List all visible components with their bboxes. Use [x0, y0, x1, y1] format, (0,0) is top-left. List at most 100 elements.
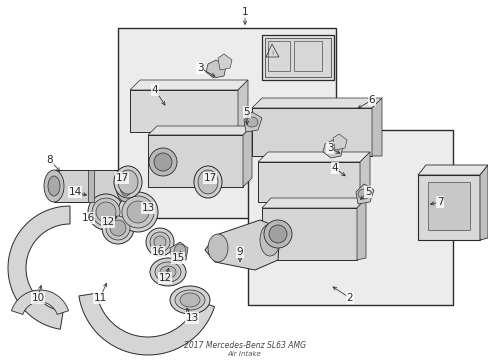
Bar — [251, 108, 371, 156]
Bar — [130, 90, 238, 132]
Bar — [54, 170, 126, 202]
Ellipse shape — [92, 198, 120, 226]
Text: 8: 8 — [46, 155, 53, 165]
Polygon shape — [244, 112, 262, 132]
Text: 2017 Mercedes-Benz SL63 AMG: 2017 Mercedes-Benz SL63 AMG — [183, 342, 305, 351]
Ellipse shape — [44, 170, 64, 202]
Polygon shape — [8, 206, 70, 329]
Bar — [88, 170, 94, 202]
Ellipse shape — [207, 234, 227, 262]
Polygon shape — [148, 126, 251, 135]
Polygon shape — [11, 290, 68, 314]
Polygon shape — [243, 126, 251, 187]
Ellipse shape — [194, 166, 222, 198]
Text: 17: 17 — [115, 173, 128, 183]
Text: 3: 3 — [326, 143, 333, 153]
Bar — [417, 175, 479, 240]
Polygon shape — [356, 198, 365, 260]
Polygon shape — [355, 184, 373, 204]
Ellipse shape — [118, 170, 138, 194]
Ellipse shape — [174, 244, 185, 260]
Bar — [258, 162, 359, 202]
Text: 12: 12 — [158, 273, 171, 283]
Bar — [267, 41, 289, 71]
Ellipse shape — [114, 166, 142, 198]
Ellipse shape — [357, 189, 369, 199]
Ellipse shape — [268, 225, 286, 243]
Bar — [247, 130, 452, 305]
Text: 15: 15 — [171, 253, 184, 263]
Polygon shape — [170, 242, 187, 260]
Text: 6: 6 — [368, 95, 375, 105]
Polygon shape — [479, 165, 487, 240]
Text: 13: 13 — [141, 203, 154, 213]
Text: 12: 12 — [101, 217, 114, 227]
Polygon shape — [262, 198, 365, 208]
Text: 1: 1 — [241, 7, 248, 17]
Polygon shape — [323, 140, 342, 158]
Text: 5: 5 — [243, 107, 250, 117]
Ellipse shape — [155, 262, 181, 282]
Polygon shape — [417, 165, 487, 175]
Bar — [262, 35, 333, 80]
Polygon shape — [204, 220, 280, 270]
Text: 16: 16 — [81, 213, 95, 223]
Bar — [293, 41, 321, 71]
Text: 13: 13 — [185, 313, 198, 323]
Bar — [427, 182, 469, 230]
Text: 10: 10 — [31, 293, 44, 303]
Ellipse shape — [260, 224, 280, 256]
Ellipse shape — [245, 117, 258, 127]
Ellipse shape — [149, 148, 177, 176]
Text: 7: 7 — [436, 197, 443, 207]
Ellipse shape — [118, 192, 158, 232]
Polygon shape — [371, 98, 381, 156]
Ellipse shape — [88, 194, 124, 230]
Ellipse shape — [154, 236, 165, 248]
Ellipse shape — [150, 232, 170, 252]
Bar — [148, 135, 243, 187]
Text: 14: 14 — [68, 187, 81, 197]
Ellipse shape — [122, 196, 154, 228]
Ellipse shape — [102, 212, 134, 244]
Ellipse shape — [146, 228, 174, 256]
Text: !: ! — [271, 50, 273, 55]
Polygon shape — [238, 80, 247, 132]
Polygon shape — [251, 98, 381, 108]
Ellipse shape — [198, 170, 218, 194]
Text: 11: 11 — [93, 293, 106, 303]
Ellipse shape — [110, 220, 126, 236]
Ellipse shape — [120, 176, 132, 196]
Text: 9: 9 — [236, 247, 243, 257]
Ellipse shape — [160, 266, 176, 278]
Polygon shape — [205, 60, 225, 78]
Text: 4: 4 — [151, 85, 158, 95]
Polygon shape — [130, 80, 247, 90]
Ellipse shape — [175, 290, 204, 310]
Text: 3: 3 — [196, 63, 203, 73]
Bar — [264, 38, 330, 77]
Text: Air Intake: Air Intake — [227, 351, 261, 357]
Ellipse shape — [150, 258, 185, 286]
Polygon shape — [79, 293, 214, 355]
Ellipse shape — [170, 286, 209, 314]
Polygon shape — [332, 134, 346, 150]
Polygon shape — [359, 152, 369, 202]
Polygon shape — [218, 54, 231, 70]
Text: 16: 16 — [151, 247, 164, 257]
Bar — [118, 28, 335, 218]
Text: 17: 17 — [203, 173, 216, 183]
Bar — [262, 208, 356, 260]
Text: 5: 5 — [364, 187, 370, 197]
Ellipse shape — [106, 216, 130, 240]
Ellipse shape — [48, 176, 60, 196]
Ellipse shape — [116, 170, 136, 202]
Text: 2: 2 — [346, 293, 353, 303]
Ellipse shape — [264, 220, 291, 248]
Ellipse shape — [127, 201, 149, 223]
Polygon shape — [258, 152, 369, 162]
Ellipse shape — [96, 202, 116, 222]
Ellipse shape — [180, 293, 200, 307]
Text: 4: 4 — [331, 163, 338, 173]
Ellipse shape — [154, 153, 172, 171]
